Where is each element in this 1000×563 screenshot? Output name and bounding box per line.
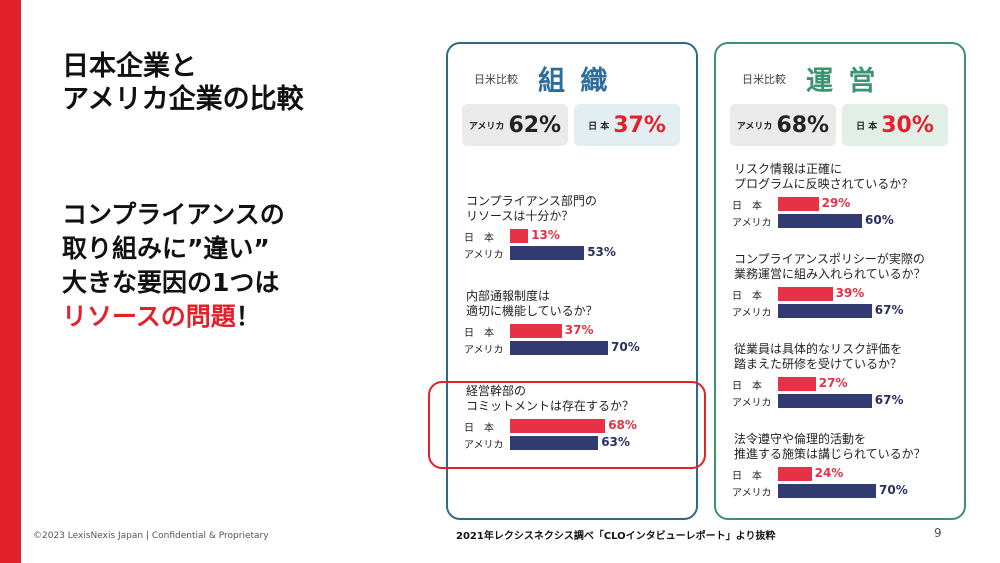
us-value-label: 63% [601, 435, 630, 449]
japan-value-label: 27% [818, 376, 848, 390]
subtitle-mark: ！ [235, 302, 261, 331]
us-label: アメリカ [732, 398, 772, 409]
us-value-label: 70% [879, 483, 908, 497]
subtitle-line3: 大きな要因の1つは [62, 268, 280, 297]
japan-label: 日 本 [464, 233, 494, 244]
us-value-label: 67% [874, 303, 904, 317]
us-value-label: 53% [587, 245, 616, 259]
us-bar-row: アメリカ 70% [448, 340, 696, 356]
us-bar-row: アメリカ 60% [716, 213, 964, 229]
subtitle-line1: コンプライアンスの [62, 200, 285, 229]
us-value-label: 70% [611, 340, 640, 354]
copyright-notice: ©2023 LexisNexis Japan | Confidential & … [33, 531, 269, 541]
slide-subtitle: コンプライアンスの 取り組みに”違い” 大きな要因の1つは リソースの問題！ [62, 198, 285, 334]
panel-title: 運 営 [806, 66, 879, 97]
us-label: アメリカ [732, 488, 772, 499]
us-bar-row: アメリカ 70% [716, 483, 964, 499]
japan-value-label: 24% [814, 466, 844, 480]
subtitle-emphasis: リソースの問題 [62, 302, 236, 331]
japan-value-label: 37% [564, 323, 594, 337]
us-label: アメリカ [464, 345, 504, 356]
slide-title-line1: 日本企業と [62, 51, 197, 82]
japan-label: 日 本 [464, 328, 494, 339]
us-bar [510, 436, 599, 450]
japan-value-label: 39% [835, 286, 865, 300]
us-bar [510, 246, 585, 260]
us-summary-box: アメリカ 62% [462, 104, 568, 146]
japan-label: 日 本 [732, 471, 762, 482]
jp-summary-label: 日 本 [856, 121, 878, 132]
japan-value-label: 13% [531, 228, 560, 242]
japan-bar-row: 日 本 27% [716, 376, 964, 392]
japan-bar-row: 日 本 68% [448, 418, 696, 434]
source-note: 2021年レクシスネクシス調べ「CLOインタビューレポート」より抜粋 [456, 531, 776, 542]
jp-summary-value: 37% [613, 112, 666, 138]
us-summary-value: 62% [508, 112, 562, 138]
question-text: コンプライアンス部門の リソースは十分か？ [466, 194, 597, 223]
us-bar-row: アメリカ 53% [448, 245, 696, 261]
us-bar [778, 214, 862, 228]
jp-summary-label: 日 本 [588, 121, 610, 132]
jp-summary-box: 日 本 37% [574, 104, 680, 146]
jp-summary-box: 日 本 30% [842, 104, 948, 146]
japan-bar [778, 377, 816, 391]
japan-bar-row: 日 本 24% [716, 466, 964, 482]
question-text: リスク情報は正確に プログラムに反映されているか？ [734, 162, 914, 191]
us-label: アメリカ [732, 218, 772, 229]
us-summary-label: アメリカ [736, 121, 773, 132]
accent-bar [0, 0, 21, 563]
operations-panel: 日米比較 運 営 アメリカ 68% 日 本 30% リスク情報は正確に プログラ… [714, 42, 966, 520]
organization-panel: 日米比較 組 織 アメリカ 62% 日 本 37% コンプライアンス部門の リソ… [446, 42, 698, 520]
page-number: 9 [934, 526, 942, 540]
us-bar-row: アメリカ 63% [448, 435, 696, 451]
question-text: 法令遵守や倫理的活動を 推進する施策は講じられているか？ [734, 432, 926, 461]
us-summary-label: アメリカ [468, 121, 505, 132]
japan-label: 日 本 [732, 291, 762, 302]
subtitle-line2: 取り組みに”違い” [62, 234, 270, 263]
us-bar [510, 341, 608, 355]
us-bar-row: アメリカ 67% [716, 393, 964, 409]
us-label: アメリカ [732, 308, 772, 319]
highlight-frame [428, 381, 706, 469]
us-bar [778, 394, 872, 408]
japan-bar-row: 日 本 39% [716, 286, 964, 302]
us-bar [778, 484, 876, 498]
us-summary-value: 68% [776, 112, 830, 138]
question-text: 従業員は具体的なリスク評価を 踏まえた研修を受けているか？ [734, 342, 903, 371]
japan-bar [778, 467, 812, 481]
japan-label: 日 本 [732, 381, 762, 392]
japan-bar [778, 197, 819, 211]
us-summary-box: アメリカ 68% [730, 104, 836, 146]
japan-bar-row: 日 本 29% [716, 196, 964, 212]
slide-title: 日本企業と アメリカ企業の比較 [62, 50, 304, 116]
question-text: 内部通報制度は 適切に機能しているか？ [466, 289, 598, 318]
japan-label: 日 本 [464, 423, 494, 434]
us-label: アメリカ [464, 440, 504, 451]
us-value-label: 67% [874, 393, 904, 407]
panel-title: 組 織 [538, 66, 611, 97]
japan-bar [510, 229, 529, 243]
slide-title-line2: アメリカ企業の比較 [62, 84, 304, 115]
us-value-label: 60% [865, 213, 894, 227]
japan-value-label: 29% [821, 196, 851, 210]
us-label: アメリカ [464, 250, 504, 261]
jp-summary-value: 30% [881, 112, 934, 138]
japan-bar [510, 324, 562, 338]
question-text: 経営幹部の コミットメントは存在するか？ [466, 384, 635, 413]
us-bar [778, 304, 872, 318]
panel-compare-label: 日米比較 [474, 73, 518, 86]
japan-bar [778, 287, 833, 301]
japan-value-label: 68% [608, 418, 637, 432]
japan-bar-row: 日 本 37% [448, 323, 696, 339]
question-text: コンプライアンスポリシーが実際の 業務運営に組み入れられているか？ [734, 252, 926, 281]
panel-compare-label: 日米比較 [742, 73, 786, 86]
subtitle-line4: リソースの問題！ [62, 300, 285, 334]
japan-bar [510, 419, 606, 433]
us-bar-row: アメリカ 67% [716, 303, 964, 319]
japan-label: 日 本 [732, 201, 762, 212]
japan-bar-row: 日 本 13% [448, 228, 696, 244]
